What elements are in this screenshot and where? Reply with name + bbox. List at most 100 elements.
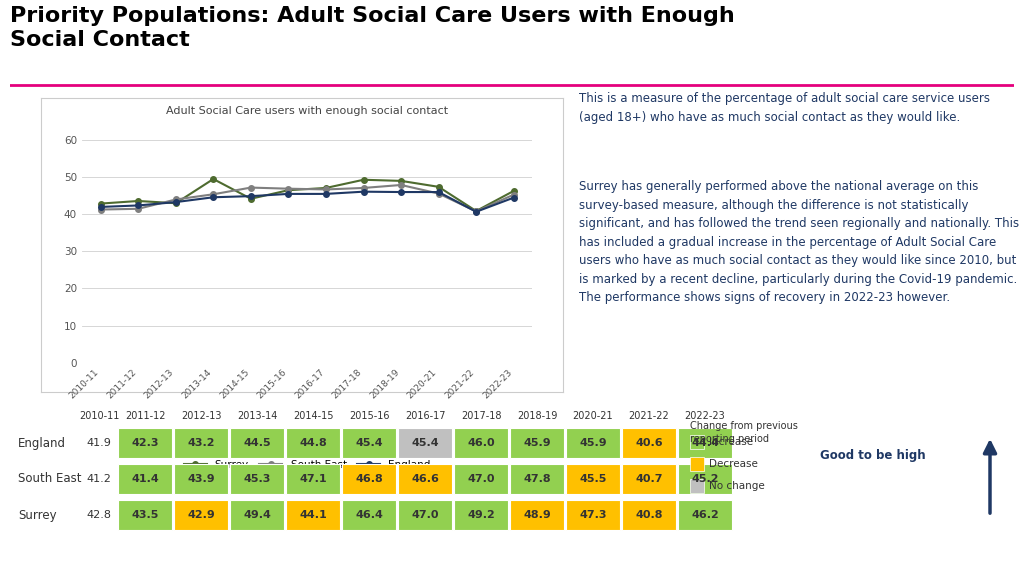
Surrey [357,176,370,183]
Text: 45.4: 45.4 [355,438,383,448]
Text: 46.6: 46.6 [411,474,439,484]
Bar [678,464,732,494]
Text: 45.5: 45.5 [580,474,606,484]
Text: England: England [18,437,66,449]
Bar [690,457,705,471]
Bar [454,500,508,530]
Text: Increase: Increase [709,437,753,447]
Text: 40.7: 40.7 [635,474,663,484]
South East [132,205,144,212]
Text: 2017-18: 2017-18 [461,411,502,421]
Surrey [170,200,182,207]
Bar [342,428,396,458]
England [207,194,219,200]
Text: 47.3: 47.3 [580,510,607,520]
Text: 49.2: 49.2 [467,510,495,520]
South East [508,191,520,198]
Bar [398,464,452,494]
South East [432,190,444,197]
Surrey [245,195,257,202]
Surrey [94,200,106,207]
England [319,191,332,198]
Text: 41.9: 41.9 [87,438,112,448]
Text: 2016-17: 2016-17 [404,411,445,421]
South East [357,184,370,191]
England [170,199,182,206]
Text: 2010-11: 2010-11 [79,411,119,421]
Bar [118,464,172,494]
Bar [286,464,340,494]
Bar [622,428,676,458]
Text: 2021-22: 2021-22 [629,411,670,421]
Bar [566,500,620,530]
South East [245,184,257,191]
Bar [690,435,705,449]
South East [170,196,182,203]
England [357,188,370,195]
South East [395,181,408,188]
Text: 44.1: 44.1 [299,510,327,520]
Text: 47.0: 47.0 [412,510,438,520]
Line: England: England [98,189,516,214]
South East [319,186,332,193]
Bar [286,500,340,530]
Text: Change from previous
reporting period: Change from previous reporting period [690,421,798,444]
Text: Surrey has generally performed above the national average on this survey-based m: Surrey has generally performed above the… [579,180,1019,304]
Bar [174,428,228,458]
Text: 2013-14: 2013-14 [237,411,278,421]
Bar [118,500,172,530]
England [508,194,520,201]
Text: 2022-23: 2022-23 [685,411,725,421]
Text: 41.2: 41.2 [87,474,112,484]
Text: South East: South East [18,472,82,486]
Surrey [470,207,482,214]
Bar [678,428,732,458]
Bar [622,500,676,530]
England [470,209,482,215]
Text: No change: No change [709,481,765,491]
Text: Surrey: Surrey [18,509,56,521]
Bar [286,428,340,458]
Text: 44.5: 44.5 [243,438,270,448]
Text: 2015-16: 2015-16 [349,411,389,421]
Bar [398,500,452,530]
Text: Good to be high: Good to be high [820,449,926,463]
Text: 47.8: 47.8 [523,474,551,484]
Text: 45.2: 45.2 [691,474,719,484]
Text: 45.4: 45.4 [412,438,439,448]
England [94,203,106,210]
Text: 46.8: 46.8 [355,474,383,484]
South East [470,208,482,215]
Text: Decrease: Decrease [709,459,758,469]
Bar [118,428,172,458]
Text: 42.9: 42.9 [187,510,215,520]
Legend: Surrey, South East, England: Surrey, South East, England [179,456,435,474]
Surrey [207,176,219,183]
Line: Surrey: Surrey [98,176,516,214]
Text: 45.9: 45.9 [580,438,607,448]
Bar [230,464,284,494]
Bar [510,500,564,530]
Bar [622,464,676,494]
Bar [230,500,284,530]
Text: 44.4: 44.4 [691,438,719,448]
Surrey [432,183,444,190]
Text: 43.2: 43.2 [187,438,215,448]
Text: 40.8: 40.8 [635,510,663,520]
Text: This is a measure of the percentage of adult social care service users (aged 18+: This is a measure of the percentage of a… [579,92,989,124]
Text: 45.9: 45.9 [523,438,551,448]
Bar [342,464,396,494]
South East [94,206,106,213]
Text: 47.0: 47.0 [467,474,495,484]
Text: Priority Populations: Adult Social Care Users with Enough
Social Contact: Priority Populations: Adult Social Care … [10,6,735,50]
Text: 45.3: 45.3 [244,474,270,484]
Text: 47.1: 47.1 [299,474,327,484]
Text: 46.0: 46.0 [467,438,495,448]
Bar [510,464,564,494]
Surrey [395,177,408,184]
Text: 46.4: 46.4 [355,510,383,520]
Bar [566,428,620,458]
Bar [566,464,620,494]
Bar [342,500,396,530]
Text: 43.5: 43.5 [131,510,159,520]
